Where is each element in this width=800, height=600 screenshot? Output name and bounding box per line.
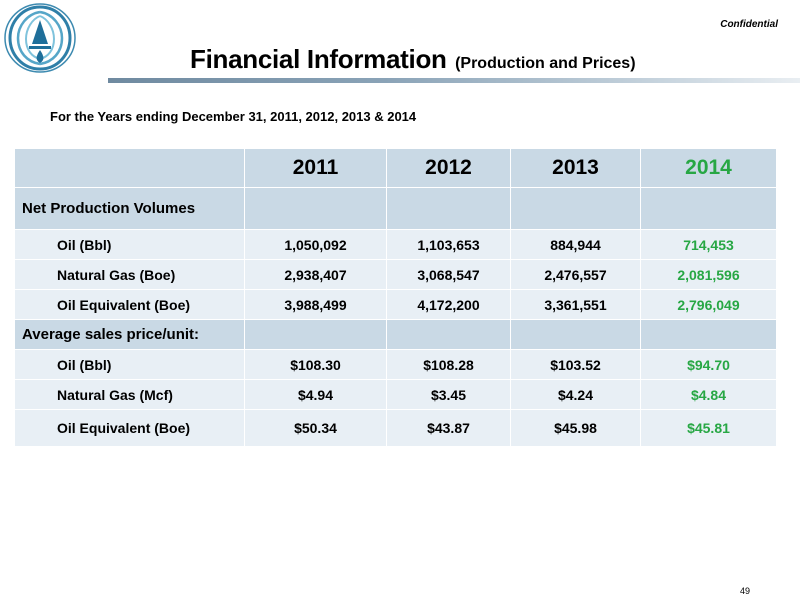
- table-cell: 4,172,200: [386, 289, 511, 320]
- year-header: 2011: [244, 148, 387, 188]
- row-label: Oil (Bbl): [14, 229, 245, 260]
- page-number: 49: [739, 586, 750, 596]
- table-row: Oil Equivalent (Boe) 3,988,499 4,172,200…: [14, 289, 777, 320]
- title-subtitle: (Production and Prices): [455, 55, 636, 72]
- row-label: Natural Gas (Mcf): [14, 379, 245, 410]
- table-cell: 2,796,049: [640, 289, 777, 320]
- empty-cell: [510, 319, 641, 350]
- table-cell: 714,453: [640, 229, 777, 260]
- year-header: 2012: [386, 148, 511, 188]
- empty-cell: [510, 187, 641, 230]
- table-cell: 1,050,092: [244, 229, 387, 260]
- title-main: Financial Information: [190, 44, 447, 74]
- period-description: For the Years ending December 31, 2011, …: [50, 109, 417, 124]
- row-label: Oil Equivalent (Boe): [14, 289, 245, 320]
- table-cell: 3,988,499: [244, 289, 387, 320]
- table-row: Oil (Bbl) 1,050,092 1,103,653 884,944 71…: [14, 229, 777, 260]
- table-cell: $108.30: [244, 349, 387, 380]
- section-label: Average sales price/unit:: [14, 319, 245, 350]
- table-cell: $4.94: [244, 379, 387, 410]
- empty-cell: [640, 319, 777, 350]
- table-cell: 2,081,596: [640, 259, 777, 290]
- table-cell: 2,938,407: [244, 259, 387, 290]
- financial-table: 2011 2012 2013 2014 Net Production Volum…: [14, 148, 777, 447]
- title-divider: [108, 78, 800, 83]
- table-row: Natural Gas (Boe) 2,938,407 3,068,547 2,…: [14, 259, 777, 290]
- table-cell: $4.24: [510, 379, 641, 410]
- page-title: Financial Information (Production and Pr…: [190, 44, 636, 75]
- table-cell: $45.98: [510, 409, 641, 447]
- empty-cell: [640, 187, 777, 230]
- table-cell: $50.34: [244, 409, 387, 447]
- year-header: 2014: [640, 148, 777, 188]
- confidential-label: Confidential: [720, 19, 778, 30]
- table-cell: $45.81: [640, 409, 777, 447]
- row-label: Oil (Bbl): [14, 349, 245, 380]
- year-header: 2013: [510, 148, 641, 188]
- table-cell: $4.84: [640, 379, 777, 410]
- empty-cell: [244, 319, 387, 350]
- year-header-row: 2011 2012 2013 2014: [14, 148, 777, 188]
- table-cell: 3,068,547: [386, 259, 511, 290]
- table-cell: 3,361,551: [510, 289, 641, 320]
- table-row: Oil Equivalent (Boe) $50.34 $43.87 $45.9…: [14, 409, 777, 447]
- row-label: Natural Gas (Boe): [14, 259, 245, 290]
- table-row: Oil (Bbl) $108.30 $108.28 $103.52 $94.70: [14, 349, 777, 380]
- section-row: Average sales price/unit:: [14, 319, 777, 350]
- table-cell: 2,476,557: [510, 259, 641, 290]
- row-label: Oil Equivalent (Boe): [14, 409, 245, 447]
- section-row: Net Production Volumes: [14, 187, 777, 230]
- table-cell: 884,944: [510, 229, 641, 260]
- section-label: Net Production Volumes: [14, 187, 245, 230]
- table-row: Natural Gas (Mcf) $4.94 $3.45 $4.24 $4.8…: [14, 379, 777, 410]
- table-cell: $3.45: [386, 379, 511, 410]
- table-cell: $94.70: [640, 349, 777, 380]
- table-cell: $108.28: [386, 349, 511, 380]
- empty-cell: [386, 187, 511, 230]
- table-cell: $43.87: [386, 409, 511, 447]
- empty-cell: [386, 319, 511, 350]
- table-cell: $103.52: [510, 349, 641, 380]
- header-blank-cell: [14, 148, 245, 188]
- empty-cell: [244, 187, 387, 230]
- table-cell: 1,103,653: [386, 229, 511, 260]
- company-logo: [4, 3, 76, 73]
